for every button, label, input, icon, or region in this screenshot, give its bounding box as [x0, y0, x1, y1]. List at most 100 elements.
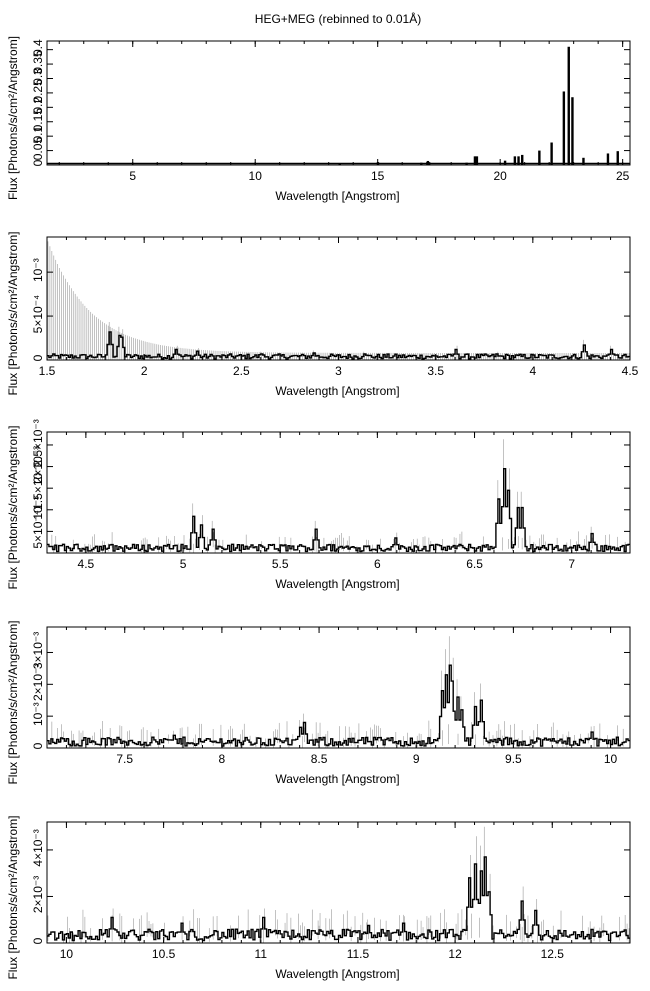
plot-frame: [46, 236, 631, 361]
x-tick-label: 12.5: [541, 947, 565, 961]
plot-frame: [46, 626, 631, 749]
x-tick-label: 3.5: [427, 364, 444, 378]
y-tick-label: 2×10⁻³: [31, 446, 45, 483]
emission-line-bar: [473, 156, 477, 165]
x-tick-label: 8.5: [311, 752, 328, 766]
y-tick-label: 0.35: [31, 50, 45, 74]
spectrum-data-1: [47, 46, 630, 165]
figure-title: HEG+MEG (rebinned to 0.01Å): [255, 11, 421, 26]
emission-line-bar: [503, 160, 507, 165]
y-tick-label: 10⁻³: [31, 702, 45, 726]
x-tick-label: 6.5: [466, 557, 483, 571]
x-tick-label: 3: [335, 364, 342, 378]
x-axis-label: Wavelength [Angstrom]: [275, 189, 399, 203]
x-axis-label: Wavelength [Angstrom]: [275, 577, 399, 591]
emission-line-bar: [606, 153, 610, 165]
emission-line-bar: [562, 91, 566, 165]
y-tick-label: 0.25: [31, 79, 45, 103]
x-tick-label: 2: [141, 364, 148, 378]
plot-frame: [46, 821, 631, 944]
y-tick-label: 0: [31, 937, 45, 944]
plot-frame: [46, 431, 631, 554]
x-tick-label: 12: [448, 947, 462, 961]
y-axis-label: Flux [Photons/s/cm²/Angstrom]: [6, 815, 20, 979]
y-tick-label: 0.4: [31, 39, 45, 56]
chart-panel-1: 5 10 15 20 25 00.050.10.150.20.250.30.350.4 Wa…: [6, 36, 631, 203]
y-tick-label: 0: [31, 159, 45, 166]
chart-panel-4: 7.5 8 8.5 9 9.5 10 0 10⁻³2×10⁻³3×10⁻³ Wavelength…: [6, 620, 631, 786]
y-tick-label: 1.5×10⁻³: [31, 462, 45, 509]
x-tick-label: 25: [616, 169, 630, 183]
x-tick-label: 4.5: [78, 557, 95, 571]
y-tick-label: 0: [31, 354, 45, 361]
x-tick-label: 2.5: [233, 364, 250, 378]
x-tick-label: 6: [374, 557, 381, 571]
x-axis-label: Wavelength [Angstrom]: [275, 384, 399, 398]
x-tick-label: 5: [129, 169, 136, 183]
x-tick-label: 15: [371, 169, 385, 183]
emission-line-bar: [465, 162, 468, 165]
y-tick-label: 5×10⁻⁴: [31, 510, 45, 549]
chart-panel-2: 1.5 2 2.5 3 3.5 4 4.5 0 5×10⁻⁴ 10⁻³ Wavelength [An…: [6, 231, 639, 398]
emission-line-bar: [538, 150, 541, 165]
y-axis-label: Flux [Photons/s/cm²/Angstrom]: [6, 231, 20, 395]
x-tick-label: 10.5: [152, 947, 176, 961]
y-axis-label: Flux [Photons/s/cm²/Angstrom]: [6, 620, 20, 784]
x-tick-label: 11: [255, 947, 268, 961]
x-axis-label: Wavelength [Angstrom]: [275, 967, 399, 981]
y-tick-label: 2.5×10⁻³: [31, 419, 45, 466]
x-tick-label: 9.5: [505, 752, 522, 766]
x-tick-label: 8: [219, 752, 226, 766]
y-tick-label: 0.15: [31, 108, 45, 132]
x-tick-label: 11.5: [347, 947, 370, 961]
emission-line-bar: [426, 160, 430, 165]
emission-line-bar: [616, 151, 619, 165]
emission-line-bar: [521, 154, 524, 165]
spectrum-data-4: [47, 636, 630, 748]
x-tick-label: 4.5: [622, 364, 639, 378]
emission-line-bar: [550, 142, 553, 165]
y-tick-label: 3×10⁻³: [31, 632, 45, 669]
y-tick-label: 2×10⁻³: [31, 876, 45, 913]
x-tick-label: 1.5: [39, 364, 56, 378]
x-tick-label: 10: [604, 752, 618, 766]
x-tick-label: 7.5: [116, 752, 133, 766]
y-tick-label: 10⁻³: [31, 496, 45, 520]
emission-line-bar: [567, 46, 570, 165]
y-tick-label: 0.2: [31, 97, 45, 114]
x-tick-label: 7: [568, 557, 575, 571]
emission-line-bar: [475, 156, 479, 165]
y-axis-label: Flux [Photons/s/cm²/Angstrom]: [6, 425, 20, 589]
y-tick-label: 0.1: [31, 125, 45, 142]
chart-panel-5: 10 10.5 11 11.5 12 12.5 0 2×10⁻³ 4×10⁻³ Wavelengt…: [6, 815, 631, 981]
y-axis-label: Flux [Photons/s/cm²/Angstrom]: [6, 36, 20, 200]
spectrum-data-3: [47, 439, 630, 553]
x-tick-label: 10: [249, 169, 263, 183]
chart-panel-3: 4.5 5 5.5 6 6.5 7 5×10⁻⁴10⁻³1.5×10⁻³2×10⁻³2.5×…: [6, 419, 631, 591]
emission-line-bar: [427, 162, 431, 165]
emission-line-bar: [517, 156, 520, 165]
y-tick-label: 5×10⁻⁴: [31, 295, 45, 334]
x-tick-label: 4: [529, 364, 536, 378]
y-tick-label: 2×10⁻³: [31, 664, 45, 701]
y-tick-label: 0.05: [31, 137, 45, 161]
y-tick-label: 10⁻³: [31, 258, 45, 282]
spectrum-line: [47, 468, 630, 553]
emission-line-bar: [513, 156, 517, 165]
x-tick-label: 9: [413, 752, 420, 766]
x-tick-label: 20: [493, 169, 507, 183]
emission-line-bar: [420, 162, 423, 165]
y-tick-label: 4×10⁻³: [31, 829, 45, 866]
emission-line-bar: [571, 97, 574, 165]
spectrum-line: [47, 664, 630, 747]
x-tick-label: 10: [60, 947, 74, 961]
emission-line-bar: [582, 157, 585, 165]
spectrum-line: [47, 856, 630, 942]
y-tick-label: 0.3: [31, 68, 45, 85]
plot-frame: [46, 40, 631, 166]
spectrum-data-5: [47, 826, 630, 943]
x-tick-label: 5: [180, 557, 187, 571]
x-axis-label: Wavelength [Angstrom]: [275, 772, 399, 786]
